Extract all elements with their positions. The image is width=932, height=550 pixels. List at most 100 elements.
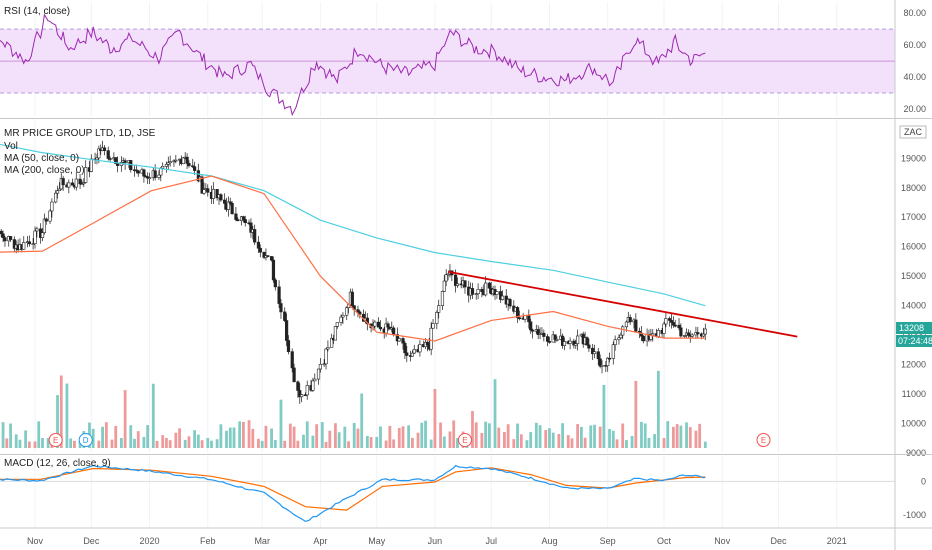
volume-bar bbox=[671, 426, 675, 448]
candle-up bbox=[305, 385, 309, 396]
volume-bar bbox=[360, 393, 364, 448]
candle-down bbox=[106, 150, 110, 159]
earnings-marker[interactable] bbox=[457, 433, 472, 447]
volume-bar bbox=[110, 439, 114, 448]
x-tick-label: May bbox=[368, 536, 386, 546]
earnings-marker[interactable] bbox=[756, 433, 771, 447]
volume-bar bbox=[656, 370, 660, 448]
volume-bar bbox=[647, 437, 651, 448]
countdown-label: 07:24:48 bbox=[898, 336, 932, 346]
x-tick-label: 2021 bbox=[827, 536, 847, 546]
candle-down bbox=[470, 288, 475, 295]
volume-bar bbox=[56, 395, 59, 448]
candle-down bbox=[673, 324, 677, 327]
volume-bar bbox=[78, 441, 82, 448]
macd-panel: MACD (12, 26, close, 9) -1000 0 bbox=[0, 458, 926, 523]
x-tick-label: 2020 bbox=[140, 536, 160, 546]
candle-down bbox=[108, 158, 112, 160]
candle-up bbox=[576, 335, 580, 345]
candle-up bbox=[330, 337, 334, 348]
dividend-marker[interactable] bbox=[78, 433, 93, 447]
volume-bar bbox=[352, 423, 356, 448]
volume-bar bbox=[1, 422, 5, 448]
volume-bar bbox=[662, 438, 666, 448]
volume-bar bbox=[232, 427, 236, 448]
volume-bar bbox=[493, 379, 497, 448]
candle-up bbox=[324, 348, 328, 365]
volume-bar bbox=[525, 440, 529, 448]
candle-down bbox=[545, 336, 550, 342]
rsi-title: RSI (14, close) bbox=[4, 6, 70, 17]
candle-down bbox=[0, 230, 3, 235]
volume-bar bbox=[328, 430, 332, 448]
candle-down bbox=[196, 170, 200, 182]
candle-up bbox=[54, 192, 58, 203]
price-y-tick-label: 11000 bbox=[902, 389, 926, 399]
volume-bar bbox=[215, 439, 219, 448]
candle-up bbox=[373, 321, 377, 327]
volume-bar bbox=[433, 388, 437, 448]
volume-bar bbox=[146, 425, 150, 448]
candle-up bbox=[474, 293, 478, 295]
candle-up bbox=[326, 347, 330, 350]
volume-bar bbox=[538, 425, 542, 448]
volume-bar bbox=[407, 425, 411, 448]
volume-bar bbox=[168, 440, 172, 448]
volume-bar bbox=[570, 438, 574, 448]
x-tick-label: Aug bbox=[541, 536, 557, 546]
candle-up bbox=[313, 378, 317, 382]
volume-bar bbox=[703, 441, 707, 448]
volume-bar bbox=[621, 423, 625, 448]
candle-up bbox=[600, 365, 604, 367]
volume-bar bbox=[238, 421, 242, 448]
x-tick-label: Oct bbox=[657, 536, 672, 546]
volume-bar bbox=[260, 440, 264, 448]
volume-bar bbox=[196, 434, 200, 448]
candle-down bbox=[515, 307, 520, 319]
candle-up bbox=[157, 174, 161, 178]
volume-bar bbox=[611, 430, 615, 448]
volume-bar bbox=[589, 425, 593, 448]
candle-down bbox=[223, 199, 227, 204]
volume-bar bbox=[292, 426, 296, 448]
candle-down bbox=[249, 222, 253, 233]
candle-up bbox=[442, 280, 446, 292]
candle-down bbox=[585, 337, 589, 346]
candle-up bbox=[48, 210, 52, 222]
candle-down bbox=[78, 178, 82, 185]
volume-bar bbox=[302, 434, 305, 448]
volume-bar bbox=[337, 432, 341, 448]
candle-up bbox=[455, 283, 460, 286]
price-y-tick-label: 17000 bbox=[901, 212, 926, 222]
event-marker-label: E bbox=[761, 436, 766, 445]
volume-bar bbox=[630, 435, 634, 448]
candle-down bbox=[269, 256, 274, 261]
volume-bars bbox=[1, 370, 707, 448]
volume-bar bbox=[133, 438, 136, 448]
volume-bar bbox=[356, 428, 360, 448]
volume-bar bbox=[178, 428, 181, 448]
volume-bar bbox=[119, 437, 123, 448]
volume-bar bbox=[365, 435, 369, 448]
candle-up bbox=[318, 363, 322, 370]
volume-bar bbox=[279, 399, 283, 448]
candle-down bbox=[529, 321, 533, 331]
earnings-marker[interactable] bbox=[48, 433, 63, 447]
volume-bar bbox=[174, 432, 178, 448]
trendline[interactable] bbox=[447, 270, 798, 338]
candle-down bbox=[185, 156, 189, 164]
candle-down bbox=[298, 390, 302, 398]
volume-bar bbox=[315, 424, 319, 448]
candle-up bbox=[397, 338, 401, 342]
candle-up bbox=[345, 307, 349, 316]
volume-bar bbox=[529, 432, 533, 448]
volume-bar bbox=[142, 436, 146, 448]
candle-up bbox=[40, 232, 45, 238]
event-marker-label: D bbox=[83, 436, 89, 445]
candle-down bbox=[598, 358, 602, 367]
volume-bar bbox=[516, 423, 519, 448]
volume-bar bbox=[471, 410, 474, 448]
macd-signal-line bbox=[0, 467, 706, 511]
